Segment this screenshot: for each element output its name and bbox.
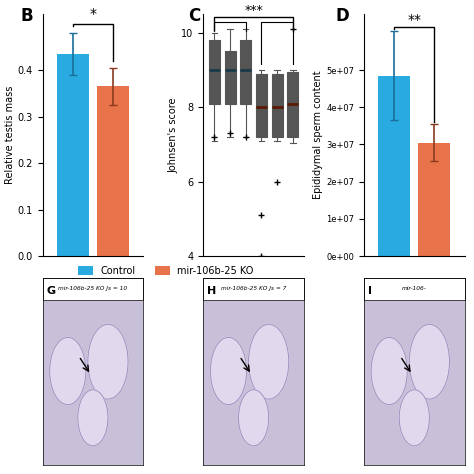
Text: ***: *** [244, 4, 263, 17]
Y-axis label: Relative testis mass: Relative testis mass [5, 86, 15, 184]
Text: G: G [46, 286, 56, 296]
PathPatch shape [272, 74, 283, 137]
Circle shape [238, 390, 269, 446]
Bar [419, 143, 450, 256]
PathPatch shape [240, 40, 251, 103]
Y-axis label: Johnsen's score: Johnsen's score [169, 98, 179, 173]
Text: C: C [188, 7, 201, 25]
Circle shape [409, 324, 449, 399]
Bar [97, 86, 129, 256]
Circle shape [50, 337, 86, 405]
Text: D: D [336, 7, 350, 25]
PathPatch shape [225, 52, 236, 103]
Circle shape [78, 390, 108, 446]
Text: I: I [368, 286, 372, 296]
Text: B: B [20, 7, 33, 25]
FancyBboxPatch shape [203, 278, 304, 300]
Text: mir-106b-25 KO Js = 10: mir-106b-25 KO Js = 10 [58, 286, 128, 292]
Text: mir-106b-25 KO Js = 7: mir-106b-25 KO Js = 7 [221, 286, 286, 292]
Text: mir-106-: mir-106- [402, 286, 427, 292]
Circle shape [399, 390, 429, 446]
Y-axis label: Epididymal sperm content: Epididymal sperm content [313, 71, 323, 200]
FancyBboxPatch shape [364, 278, 465, 300]
Text: H: H [208, 286, 217, 296]
PathPatch shape [287, 72, 298, 137]
PathPatch shape [209, 40, 220, 103]
Legend: Control, mir-106b-25 KO: Control, mir-106b-25 KO [75, 263, 256, 279]
Bar [57, 54, 89, 256]
FancyBboxPatch shape [43, 278, 143, 300]
Text: *: * [90, 7, 96, 21]
Bar [378, 76, 410, 256]
Circle shape [248, 324, 289, 399]
Circle shape [371, 337, 407, 405]
Circle shape [88, 324, 128, 399]
PathPatch shape [256, 74, 267, 137]
Circle shape [210, 337, 246, 405]
Text: **: ** [407, 12, 421, 27]
